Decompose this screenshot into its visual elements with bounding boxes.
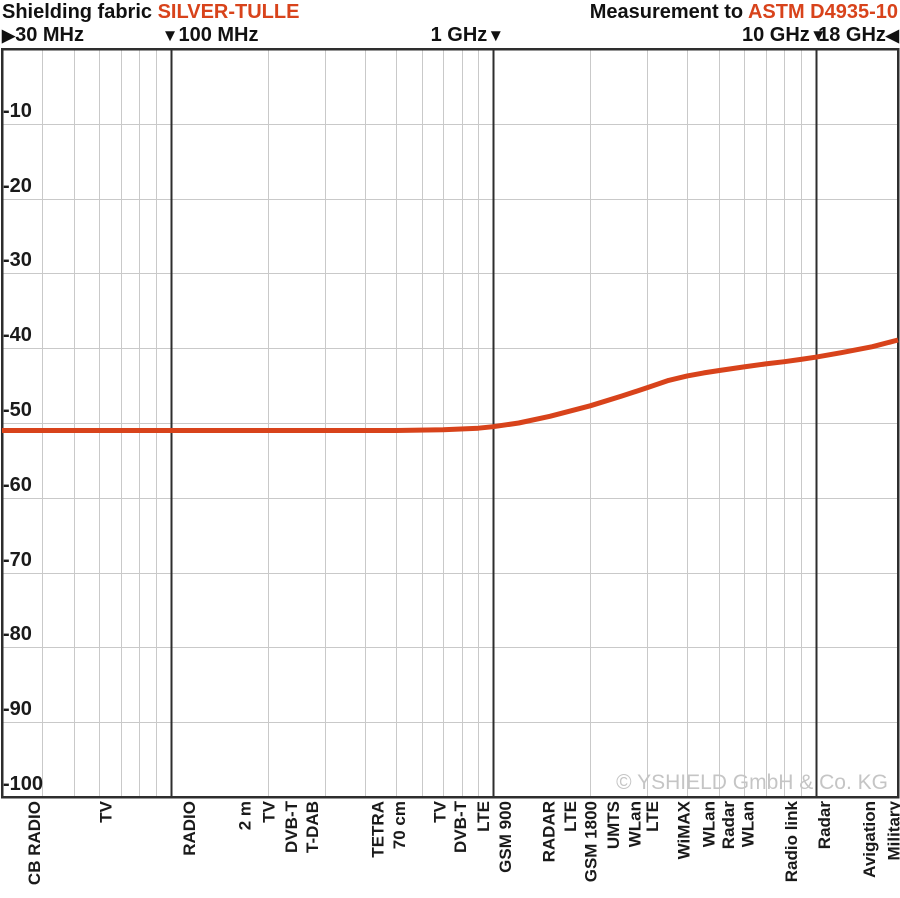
- band-label: TV: [96, 801, 116, 823]
- y-axis-tick-label: -90: [3, 698, 32, 721]
- freq-axis-label-text: 18 GHz: [818, 24, 886, 46]
- band-label: Radar: [814, 801, 834, 850]
- freq-axis-label: ▶30 MHz: [2, 24, 84, 47]
- band-label: DVB-T: [450, 801, 470, 853]
- y-axis-tick-label: -50: [3, 399, 32, 421]
- band-label: 70 cm: [390, 801, 410, 850]
- band-label: TV: [260, 801, 280, 823]
- band-label: GSM 900: [495, 801, 515, 873]
- y-axis-tick-label: -20: [3, 174, 32, 197]
- freq-axis-label: 10 GHz▼: [742, 24, 827, 47]
- band-label: WLan: [625, 801, 645, 848]
- freq-axis-label-text: 10 GHz: [742, 24, 810, 46]
- band-label: WLan: [699, 801, 719, 848]
- arrow-left-icon: ◀: [885, 26, 899, 45]
- arrow-down-icon: ▼: [487, 26, 505, 45]
- band-label: Avigation: [859, 801, 879, 878]
- freq-axis-label: 1 GHz▼: [431, 24, 505, 47]
- band-label: WLan: [738, 801, 758, 848]
- band-label: TV: [430, 801, 450, 823]
- y-axis-tick-label: -70: [3, 548, 32, 571]
- band-label: RADAR: [539, 801, 559, 863]
- shielding-curve: [2, 337, 899, 433]
- y-axis-tick-label: -100: [3, 773, 44, 795]
- band-label: UMTS: [603, 801, 623, 850]
- band-label: RADIO: [180, 801, 200, 856]
- freq-axis-label-text: 30 MHz: [15, 24, 84, 46]
- standard-name: ASTM D4935-10: [747, 1, 898, 23]
- band-label: TETRA: [368, 801, 388, 858]
- y-axis-tick-label: -60: [3, 473, 32, 496]
- freq-axis-label: ▼100 MHz: [162, 24, 259, 47]
- band-label: LTE: [643, 801, 663, 832]
- y-axis-tick-label: -40: [3, 324, 32, 347]
- measurement-title-label: Measurement to: [589, 1, 744, 23]
- y-axis-tick-label: -80: [3, 623, 32, 646]
- band-label: 2 m: [235, 801, 255, 831]
- band-label: LTE: [560, 801, 580, 832]
- product-name: SILVER-TULLE: [157, 1, 300, 23]
- band-label: LTE: [473, 801, 493, 832]
- watermark: © YSHIELD GmbH & Co. KG: [616, 771, 888, 794]
- band-label: Radio link: [782, 801, 802, 883]
- arrow-down-icon: ▼: [809, 26, 827, 45]
- band-label: WiMAX: [674, 801, 694, 860]
- arrow-down-icon: ▼: [161, 26, 179, 45]
- band-label: DVB-T: [282, 801, 302, 853]
- band-label: Military: [884, 801, 900, 861]
- fabric-title-label: Shielding fabric: [2, 1, 153, 23]
- band-label: Radar: [719, 801, 739, 850]
- frequency-axis-row: ▶30 MHz ▼100 MHz 1 GHz▼ 10 GHz▼ 18 GHz◀: [0, 24, 900, 48]
- arrow-right-icon: ▶: [2, 26, 16, 45]
- band-label: T-DAB: [302, 801, 322, 853]
- page-title-left: Shielding fabric SILVER-TULLE: [2, 1, 299, 23]
- plot-border: [0, 47, 900, 799]
- y-axis-tick-label: -30: [3, 249, 32, 272]
- band-label: GSM 1800: [581, 801, 601, 883]
- page-title-right: Measurement to ASTM D4935-10: [590, 1, 898, 23]
- band-label: CB RADIO: [24, 801, 44, 886]
- freq-axis-label-text: 100 MHz: [178, 24, 259, 46]
- freq-axis-label: 18 GHz◀: [818, 24, 899, 47]
- y-axis-tick-label: -10: [3, 99, 32, 122]
- freq-axis-label-text: 1 GHz: [430, 24, 488, 46]
